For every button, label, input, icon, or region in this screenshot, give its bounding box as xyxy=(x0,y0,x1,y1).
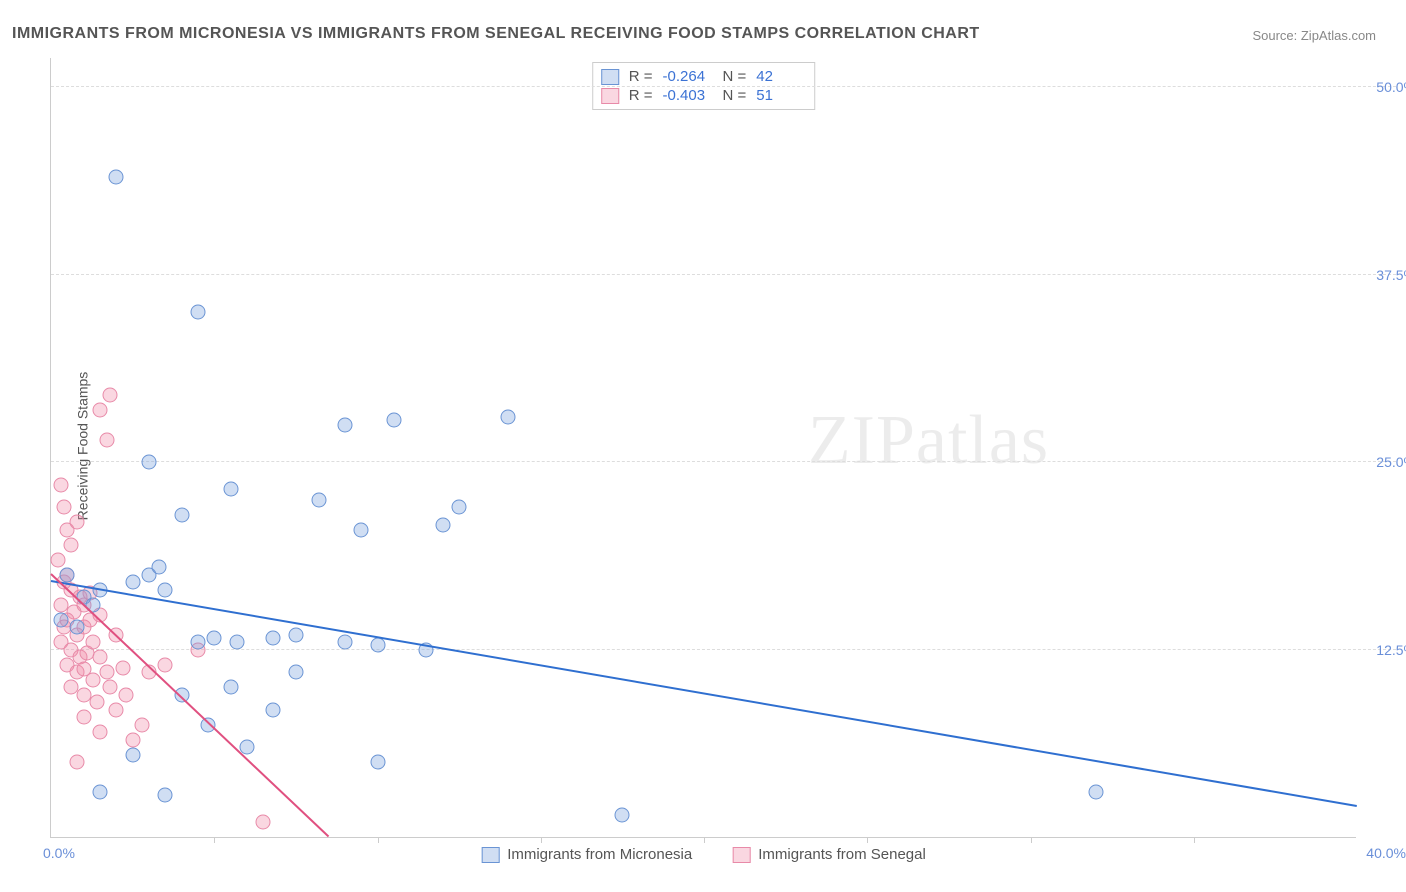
scatter-point xyxy=(57,500,72,515)
scatter-point xyxy=(223,482,238,497)
legend-swatch xyxy=(601,88,619,104)
scatter-point xyxy=(266,702,281,717)
gridline-horizontal xyxy=(51,86,1396,87)
scatter-point xyxy=(70,620,85,635)
y-tick-label: 50.0% xyxy=(1376,79,1406,95)
legend-swatch xyxy=(481,847,499,863)
scatter-point xyxy=(125,747,140,762)
scatter-point xyxy=(386,413,401,428)
gridline-horizontal xyxy=(51,274,1396,275)
stat-r-label: R = xyxy=(629,87,653,104)
scatter-point xyxy=(109,702,124,717)
scatter-point xyxy=(119,687,134,702)
scatter-point xyxy=(266,630,281,645)
scatter-point xyxy=(141,455,156,470)
scatter-point xyxy=(60,567,75,582)
scatter-point xyxy=(102,387,117,402)
scatter-point xyxy=(92,725,107,740)
stat-n-label: N = xyxy=(723,87,747,104)
stat-r-value: -0.264 xyxy=(663,68,713,85)
scatter-point xyxy=(53,477,68,492)
x-axis-end-label: 40.0% xyxy=(1366,845,1406,861)
scatter-point xyxy=(63,537,78,552)
x-tick xyxy=(1194,837,1195,843)
stat-r-value: -0.403 xyxy=(663,87,713,104)
scatter-point xyxy=(311,492,326,507)
series-legend: Immigrants from Micronesia Immigrants fro… xyxy=(481,846,926,863)
gridline-horizontal xyxy=(51,649,1396,650)
scatter-plot-area: ZIPatlas R =-0.264N =42R =-0.403N =51 0.… xyxy=(50,58,1356,838)
x-tick xyxy=(214,837,215,843)
scatter-point xyxy=(102,680,117,695)
scatter-point xyxy=(370,755,385,770)
x-tick xyxy=(378,837,379,843)
scatter-point xyxy=(125,575,140,590)
scatter-point xyxy=(370,638,385,653)
y-tick-label: 37.5% xyxy=(1376,267,1406,283)
y-tick-label: 12.5% xyxy=(1376,642,1406,658)
scatter-point xyxy=(158,657,173,672)
x-axis-origin-label: 0.0% xyxy=(43,845,75,861)
scatter-point xyxy=(109,170,124,185)
scatter-point xyxy=(288,665,303,680)
scatter-point xyxy=(158,582,173,597)
legend-item: Immigrants from Micronesia xyxy=(481,846,692,863)
scatter-point xyxy=(70,755,85,770)
stat-r-label: R = xyxy=(629,68,653,85)
stat-n-value: 51 xyxy=(756,87,806,104)
scatter-point xyxy=(99,432,114,447)
scatter-point xyxy=(174,507,189,522)
x-tick xyxy=(1031,837,1032,843)
scatter-point xyxy=(615,807,630,822)
scatter-point xyxy=(151,560,166,575)
scatter-point xyxy=(288,627,303,642)
scatter-point xyxy=(452,500,467,515)
scatter-point xyxy=(223,680,238,695)
stat-n-value: 42 xyxy=(756,68,806,85)
scatter-point xyxy=(230,635,245,650)
scatter-point xyxy=(92,650,107,665)
scatter-point xyxy=(135,717,150,732)
scatter-point xyxy=(158,788,173,803)
stats-row: R = -0.264 N = 42 xyxy=(601,67,807,86)
scatter-point xyxy=(99,665,114,680)
stats-row: R = -0.403 N = 51 xyxy=(601,86,807,105)
scatter-point xyxy=(92,402,107,417)
scatter-point xyxy=(53,612,68,627)
y-tick-label: 25.0% xyxy=(1376,454,1406,470)
trend-line xyxy=(51,580,1357,807)
scatter-point xyxy=(190,635,205,650)
scatter-point xyxy=(435,518,450,533)
x-tick xyxy=(867,837,868,843)
scatter-point xyxy=(76,710,91,725)
legend-swatch xyxy=(732,847,750,863)
scatter-point xyxy=(92,785,107,800)
scatter-point xyxy=(354,522,369,537)
scatter-point xyxy=(1088,785,1103,800)
legend-label: Immigrants from Senegal xyxy=(758,846,926,863)
x-tick xyxy=(704,837,705,843)
scatter-point xyxy=(501,410,516,425)
scatter-point xyxy=(115,660,130,675)
source-attribution: Source: ZipAtlas.com xyxy=(1252,28,1376,43)
chart-title: IMMIGRANTS FROM MICRONESIA VS IMMIGRANTS… xyxy=(12,25,980,43)
scatter-point xyxy=(207,630,222,645)
scatter-point xyxy=(256,815,271,830)
scatter-point xyxy=(190,305,205,320)
legend-item: Immigrants from Senegal xyxy=(732,846,926,863)
scatter-point xyxy=(125,732,140,747)
scatter-point xyxy=(86,635,101,650)
watermark-text: ZIPatlas xyxy=(808,401,1049,481)
stat-n-label: N = xyxy=(723,68,747,85)
x-tick xyxy=(541,837,542,843)
scatter-point xyxy=(337,417,352,432)
scatter-point xyxy=(337,635,352,650)
scatter-point xyxy=(89,695,104,710)
gridline-horizontal xyxy=(51,461,1396,462)
scatter-point xyxy=(70,515,85,530)
legend-swatch xyxy=(601,69,619,85)
legend-label: Immigrants from Micronesia xyxy=(507,846,692,863)
scatter-point xyxy=(50,552,65,567)
